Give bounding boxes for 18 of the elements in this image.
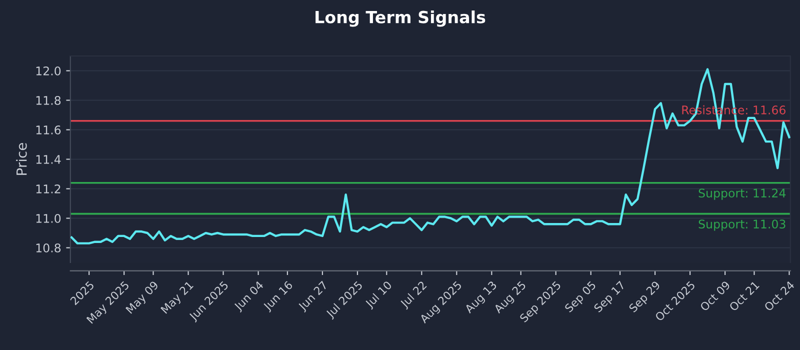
y-tick-label: 11.8 <box>36 96 61 105</box>
line-series <box>70 68 790 244</box>
chart-title: Long Term Signals <box>316 10 486 27</box>
y-tick-label: 12.0 <box>36 66 61 76</box>
x-tick-label: Jun 16 <box>262 280 294 313</box>
x-tick-label: Jul 22 <box>399 280 428 310</box>
x-tick-label: Oct 09 <box>700 280 731 312</box>
ref-line-label: Support: 11.03 <box>698 220 786 231</box>
y-axis-title: Price <box>16 143 27 175</box>
ref-line-label: Support: 11.24 <box>698 188 786 200</box>
x-tick-label: Jul 10 <box>364 280 394 310</box>
y-tick-label: 10.8 <box>36 243 61 252</box>
x-tick-label: Oct 24 <box>764 280 795 312</box>
y-tick-label: 11.2 <box>36 184 60 194</box>
y-tick-label: 11.4 <box>36 155 61 164</box>
y-tick-label: 11.6 <box>36 125 61 134</box>
x-tick-label: Oct 21 <box>728 280 760 312</box>
y-tick-label: 11.0 <box>36 214 61 223</box>
